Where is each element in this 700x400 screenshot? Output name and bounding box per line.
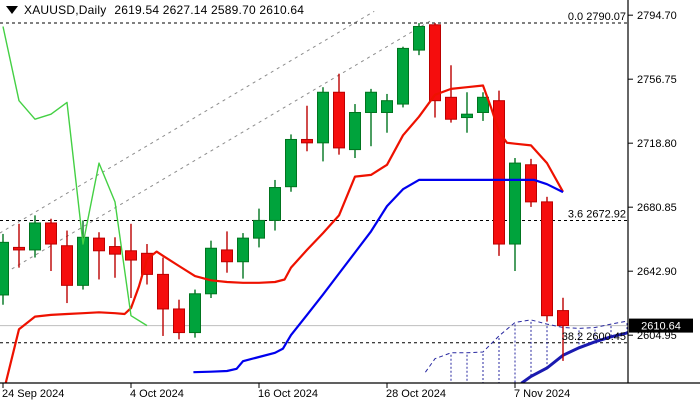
current-price-badge: 2610.64 [629, 318, 693, 333]
fibonacci-labels: 0.0 2790.07 3.6 2672.92 38.2 2600.45 [562, 11, 626, 343]
chart-plot-area[interactable] [0, 10, 629, 394]
price-tick-label: 2642.90 [637, 266, 677, 278]
ohlc-values-label: 2619.54 2627.14 2589.70 2610.64 [114, 3, 305, 17]
tenkan-sen-line [4, 84, 564, 383]
price-tick-label: 2756.75 [637, 74, 677, 86]
price-axis[interactable]: 2794.70 2756.75 2718.80 2680.85 2642.90 2604.… [628, 10, 677, 342]
candle [0, 233, 9, 305]
price-tick-label: 2718.80 [637, 138, 677, 150]
chart-title-bar: XAUUSD,Daily 2619.54 2627.14 2589.70 261… [6, 3, 304, 17]
svg-text:2610.64: 2610.64 [641, 321, 681, 333]
candle [157, 257, 169, 336]
ichimoku-cloud [424, 319, 628, 383]
price-tick-label: 2680.85 [637, 202, 677, 214]
candle [125, 223, 137, 299]
candle [141, 244, 153, 285]
candle [397, 46, 409, 108]
date-tick-label: 28 Oct 2024 [386, 388, 446, 400]
candle [381, 93, 393, 133]
kijun-sen-line [193, 178, 564, 374]
candle [285, 134, 297, 192]
symbol-period-label: XAUUSD,Daily [24, 3, 107, 17]
candle [365, 88, 377, 147]
candle [189, 289, 201, 338]
candle [333, 73, 345, 155]
candle [45, 218, 57, 272]
candle [13, 223, 25, 268]
fibonacci-levels [0, 22, 628, 344]
candle [541, 196, 553, 322]
candle [269, 179, 281, 231]
candle [413, 23, 425, 56]
candle [349, 104, 361, 159]
candle [461, 92, 473, 133]
candle [509, 158, 521, 272]
date-tick-label: 16 Oct 2024 [258, 388, 318, 400]
senkou-span-b-line [520, 331, 628, 383]
trend-channel[interactable] [0, 10, 433, 277]
fib-level-label: 38.2 2600.45 [562, 331, 626, 343]
candle [253, 208, 265, 248]
candle [301, 105, 313, 152]
price-tick-label: 2794.70 [637, 10, 677, 22]
date-tick-label: 7 Nov 2024 [514, 388, 570, 400]
candle [477, 92, 489, 121]
chikou-span-line [2, 26, 148, 327]
candle [173, 299, 185, 340]
fib-level-label: 0.0 2790.07 [568, 11, 626, 23]
candle [445, 65, 457, 123]
candle [429, 22, 441, 118]
symbol-dropdown-icon[interactable] [6, 6, 18, 14]
date-tick-label: 4 Oct 2024 [130, 388, 184, 400]
candle [317, 87, 329, 162]
candle [205, 240, 217, 299]
candle [77, 220, 89, 290]
candle [493, 90, 505, 256]
candle [93, 232, 105, 280]
fib-level-label: 3.6 2672.92 [568, 209, 626, 221]
senkou-span-a-line [424, 319, 628, 373]
candle [109, 237, 121, 278]
time-axis[interactable]: 24 Sep 2024 4 Oct 2024 16 Oct 2024 28 Oct 2… [2, 383, 570, 400]
candle [525, 158, 537, 207]
candles-layer [0, 22, 569, 361]
price-tick-label: 2604.95 [637, 330, 677, 342]
candle [61, 230, 73, 304]
candle [237, 233, 249, 279]
candle [557, 297, 569, 361]
date-tick-label: 24 Sep 2024 [2, 388, 64, 400]
candle [29, 215, 41, 258]
candle [221, 231, 233, 273]
